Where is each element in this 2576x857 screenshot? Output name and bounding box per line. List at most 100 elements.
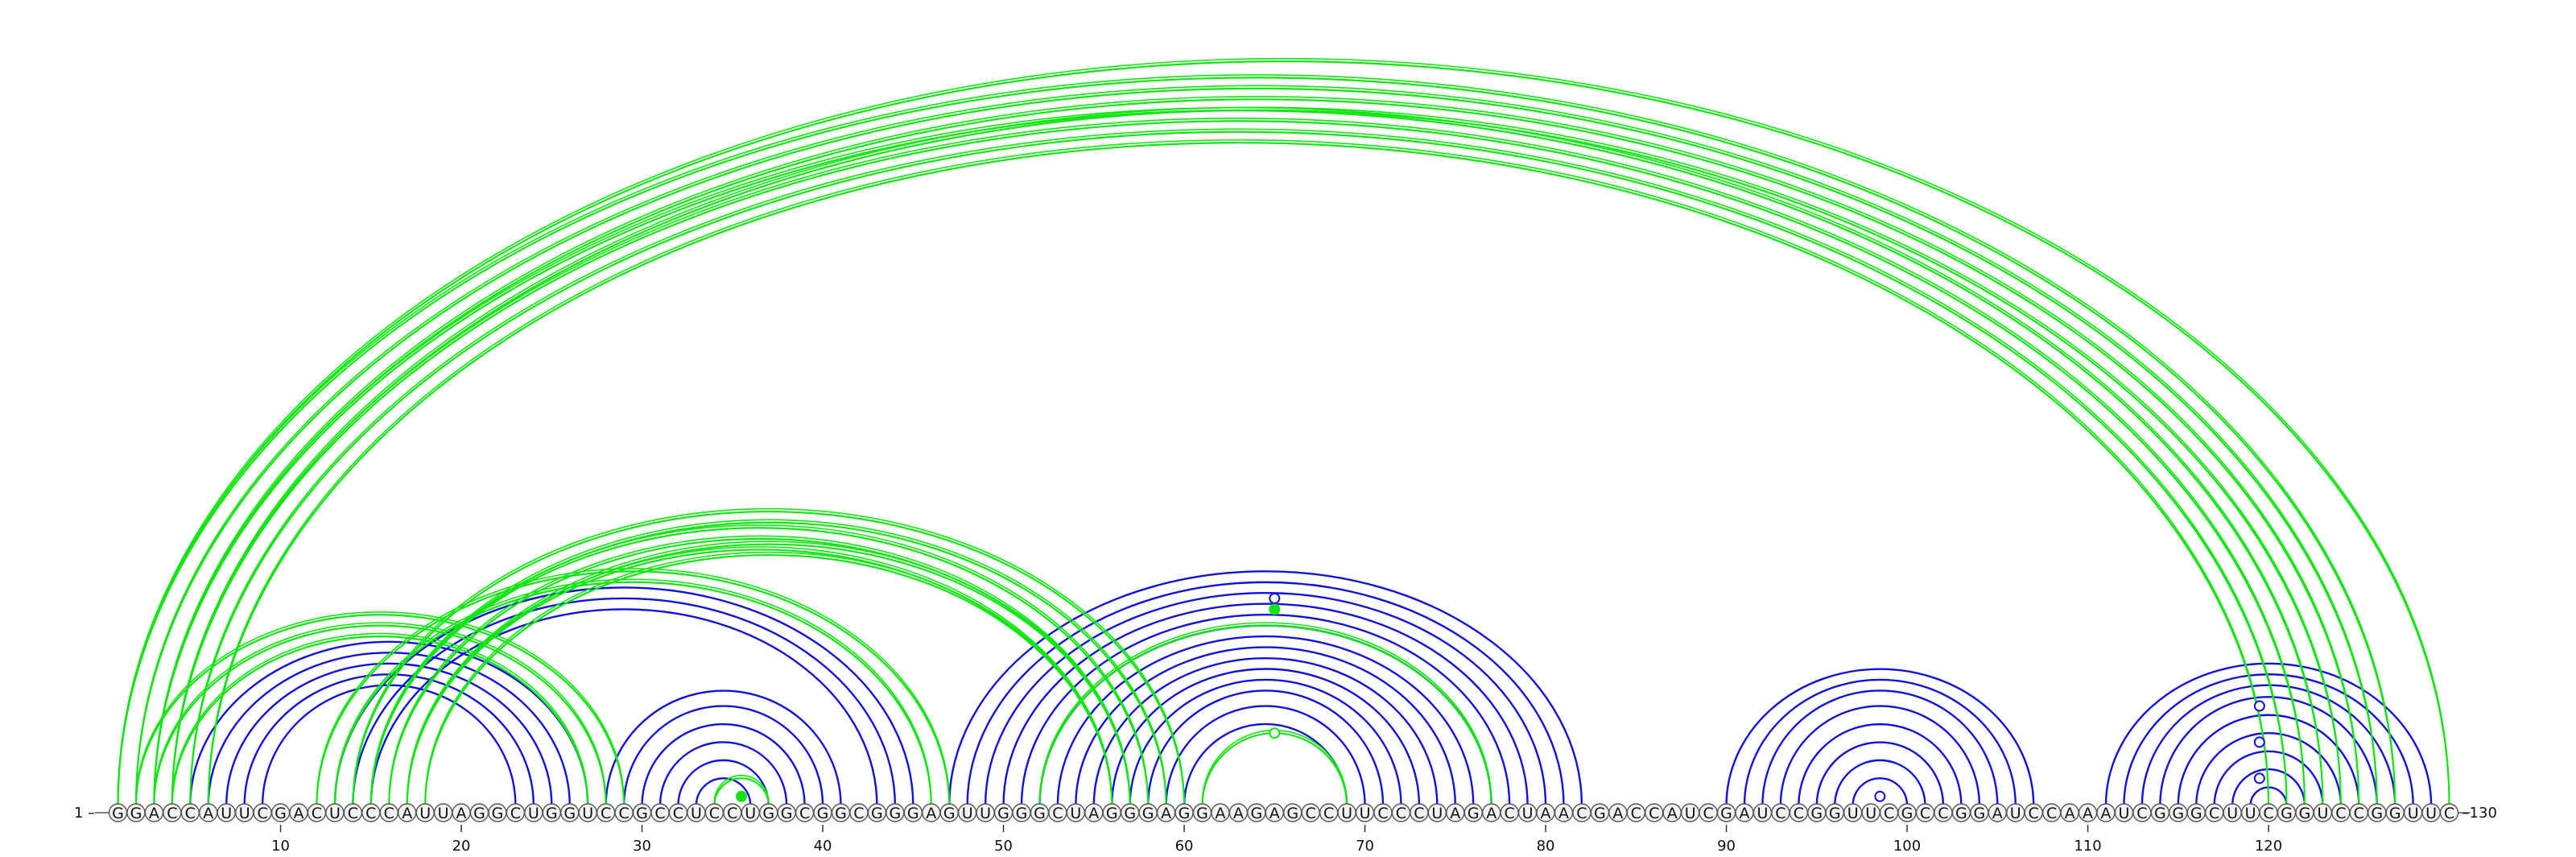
nucleotide-letter: G [762, 805, 774, 822]
blue-arc-58-71 [1146, 689, 1385, 806]
blue-arc-95-102 [1815, 741, 1945, 806]
nucleotide-letter: U [1757, 805, 1768, 822]
blue-arc-93-104 [1779, 705, 1981, 806]
tick-label: 100 [1893, 838, 1921, 855]
nucleotide-letter: A [456, 805, 467, 822]
nucleotide-circle [2439, 803, 2459, 822]
green-arc-4-124 [171, 109, 2342, 806]
blue-arc-57-72 [1129, 678, 1402, 806]
green-arc-echo-4-124 [171, 106, 2342, 803]
nucleotide-letter: G [1142, 805, 1154, 822]
blue-arc-33-36 [695, 777, 752, 806]
nucleotide-letter: U [1522, 805, 1534, 822]
nucleotide-letter: C [654, 805, 665, 822]
nucleotide-letter: U [2317, 805, 2328, 822]
nucleotide-letter: G [1286, 805, 1298, 822]
blue-arc-94-103 [1798, 722, 1963, 806]
nucleotide-letter: G [2389, 805, 2401, 822]
nucleotide-letter: A [2083, 805, 2093, 822]
blue-arcs [189, 570, 2433, 806]
nucleotide-letter: G [1973, 805, 1985, 822]
nucleotide-letter: U [1431, 805, 1443, 822]
blue-arc-15-43 [369, 608, 878, 806]
green-arc-echo-12-47 [316, 568, 950, 803]
nucleotide-letter: U [419, 805, 431, 822]
nucleotide-letter: U [528, 805, 539, 822]
nucleotide-letter: C [2444, 805, 2454, 822]
nucleotide-letter: G [492, 805, 504, 822]
nucleotide-letter: C [384, 805, 394, 822]
nucleotide-letter: C [2136, 805, 2147, 822]
blue-arc-31-38 [658, 741, 788, 806]
tick-label: 60 [1175, 838, 1194, 855]
nucleotide-letter: A [294, 805, 304, 822]
nucleotide-letter: U [962, 805, 973, 822]
green-arc-2-29 [134, 614, 625, 806]
blue-arc-60-69 [1183, 722, 1348, 806]
green-arc-echo-3-125 [153, 96, 2360, 803]
nucleotide-letter: C [2263, 805, 2273, 822]
end-position-label: –130 [2462, 805, 2497, 822]
green-arc-echo-18-56 [424, 551, 1113, 803]
nucleotide-letter: C [1306, 805, 1316, 822]
blue-pair-marker [2253, 700, 2265, 712]
green-arc-echo-4-122 [171, 117, 2306, 803]
green-arc-echo-52-77 [1038, 622, 1492, 803]
blue-arc-48-81 [966, 581, 1565, 806]
nucleotide-letter: A [1612, 805, 1623, 822]
nucleotide-letter: C [601, 805, 611, 822]
nucleotide-letter: A [926, 805, 936, 822]
nucleotide-letter: A [1667, 805, 1678, 822]
nucleotide-letter: G [473, 805, 485, 822]
nucleotide-letter: A [1558, 805, 1569, 822]
green-arc-1-127 [117, 77, 2396, 806]
green-arc-echo-6-120 [207, 139, 2269, 803]
nucleotide-letter: G [997, 805, 1009, 822]
green-arc-echo-5-121 [189, 128, 2288, 803]
green-arc-6-120 [207, 142, 2270, 806]
nucleotide-letter: C [510, 805, 521, 822]
nucleotide-letter: C [1884, 805, 1894, 822]
green-arc-echo-13-46 [334, 578, 932, 803]
nucleotide-letter: C [348, 805, 358, 822]
green-arc-echo-4-27 [171, 632, 588, 803]
nucleotide-letter: G [1250, 805, 1262, 822]
blue-arc-29-40 [622, 705, 824, 806]
nucleotide-letter: G [2281, 805, 2293, 822]
tick-label: 10 [271, 838, 290, 855]
nucleotide-letter: C [799, 805, 810, 822]
nucleotide-letter: G [1468, 805, 1480, 822]
nucleotide-letter: A [1088, 805, 1099, 822]
position-axis: 10 20 30 40 50 60 70 80 90 100 110 120 [271, 825, 2282, 855]
blue-arc-113-127 [2140, 684, 2396, 806]
blue-arc-118-122 [2231, 768, 2306, 806]
nucleotide-letter: G [1901, 805, 1913, 822]
nucleotide-letter: C [1649, 805, 1659, 822]
blue-arc-91-106 [1743, 678, 2017, 806]
nucleotide-letter: A [1215, 805, 1225, 822]
green-arc-18-56 [424, 553, 1113, 806]
nucleotide-letter: C [1631, 805, 1641, 822]
blue-arc-112-128 [2123, 673, 2414, 806]
tick-label: 40 [814, 838, 832, 855]
nucleotide-letter: G [1829, 805, 1841, 822]
nucleotide-letter: G [636, 805, 648, 822]
nucleotide-letter: U [1847, 805, 1859, 822]
nucleotide-letter: A [1740, 805, 1750, 822]
nucleotide-letter: C [1505, 805, 1515, 822]
nucleotide-letter: G [1179, 805, 1191, 822]
blue-arc-7-25 [225, 662, 553, 806]
blue-arc-56-73 [1111, 668, 1421, 806]
nucleotide-letter: A [402, 805, 412, 822]
nucleotide-letter: G [1016, 805, 1028, 822]
nucleotide-letter: C [1052, 805, 1063, 822]
nucleotide-letter: C [2209, 805, 2219, 822]
nucleotide-letter: A [2101, 805, 2112, 822]
green-arc-echo-3-123 [153, 106, 2324, 803]
blue-arc-49-80 [984, 592, 1547, 806]
green-arc-echo-14-60 [352, 507, 1185, 803]
green-pair-marker [1269, 603, 1281, 615]
green-arc-echo-1-127 [117, 74, 2396, 803]
blue-arc-14-44 [352, 597, 897, 806]
